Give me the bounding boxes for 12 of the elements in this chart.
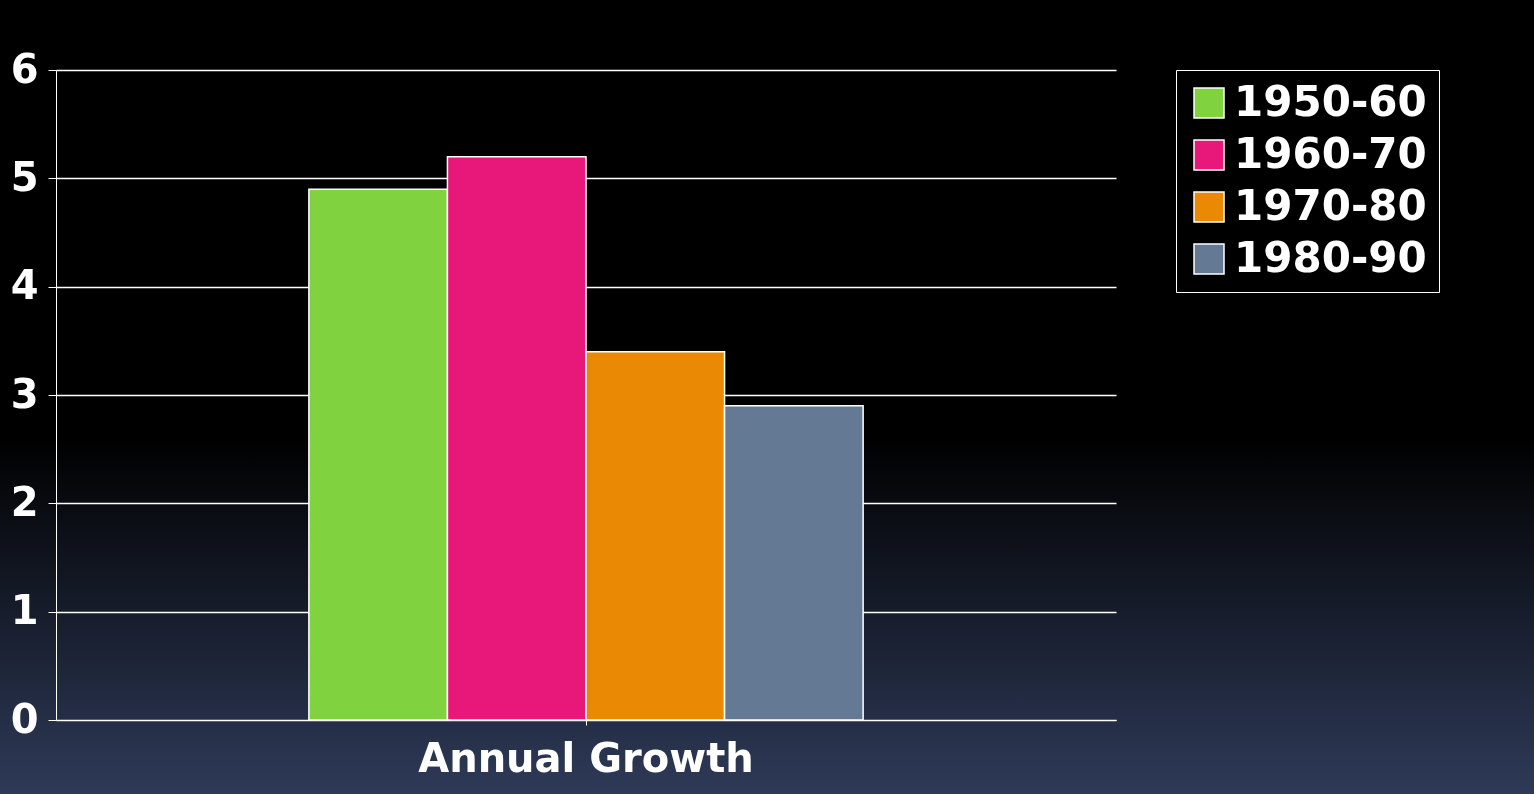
y-tick-label: 6: [10, 45, 39, 92]
y-tick-label: 5: [10, 153, 39, 200]
y-tick-label: 3: [10, 370, 39, 417]
legend-label: 1960-70: [1234, 129, 1427, 178]
y-tick-label: 1: [10, 587, 39, 634]
y-tick-label: 4: [10, 262, 39, 309]
y-tick-label: 0: [10, 695, 39, 742]
x-tick-label: Annual Growth: [418, 734, 754, 781]
legend-label: 1950-60: [1234, 77, 1427, 126]
legend-label: 1980-90: [1234, 233, 1427, 282]
legend-label: 1970-80: [1234, 181, 1427, 230]
y-tick-label: 2: [10, 478, 39, 525]
